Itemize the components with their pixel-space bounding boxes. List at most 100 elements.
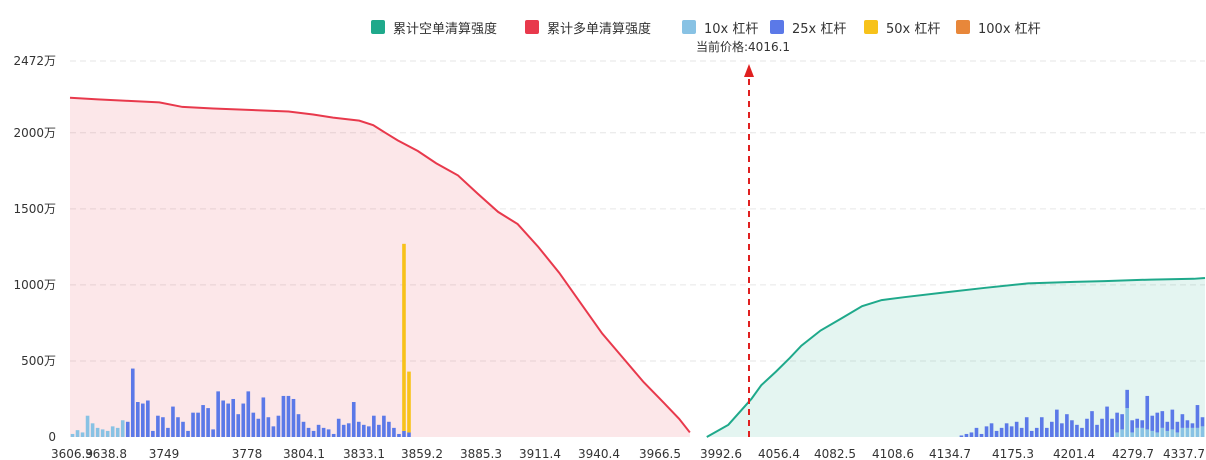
legend-swatch-lev50	[864, 20, 878, 34]
legend-item-short[interactable]: 累计空单清算强度	[371, 17, 497, 37]
bar-lev25	[382, 415, 386, 437]
bar-lev25	[1180, 414, 1185, 428]
legend-item-long[interactable]: 累计多单清算强度	[525, 17, 651, 37]
bar-lev25	[1135, 418, 1140, 428]
bar-lev25	[994, 430, 999, 437]
x-tick-label: 3804.1	[283, 447, 325, 460]
bar-lev25	[377, 424, 381, 437]
legend-item-lev50[interactable]: 50x 杠杆	[864, 17, 940, 37]
bar-lev25	[1110, 418, 1114, 437]
bar-lev25	[321, 427, 326, 437]
x-tick-label: 4337.7	[1163, 447, 1205, 460]
bar-lev25	[397, 433, 401, 437]
bar-lev25	[166, 427, 170, 437]
x-tick-label: 4279.7	[1112, 447, 1154, 460]
legend-item-lev25[interactable]: 25x 杠杆	[770, 17, 846, 37]
bar-lev25	[1019, 427, 1024, 437]
bar-lev25	[266, 417, 271, 437]
x-tick-label: 3966.5	[639, 447, 681, 460]
x-tick-label: 3606.9	[51, 447, 93, 460]
bar-lev25	[271, 426, 276, 437]
bar-lev10	[120, 420, 125, 437]
bar-lev25	[1050, 421, 1054, 437]
bar-lev10	[80, 432, 85, 437]
bar-lev25	[326, 429, 331, 437]
bar-lev25	[1145, 395, 1150, 430]
bar-lev10	[1135, 427, 1140, 437]
current-price-label: 当前价格:4016.1	[696, 40, 791, 54]
bar-lev25	[969, 432, 974, 437]
legend-item-lev100[interactable]: 100x 杠杆	[956, 17, 1041, 37]
bar-lev25	[1160, 411, 1165, 428]
bar-lev25	[1150, 415, 1155, 431]
bar-lev25	[241, 403, 246, 437]
bar-lev25	[1165, 421, 1170, 431]
bar-lev10	[100, 429, 105, 437]
bar-lev25	[151, 430, 155, 437]
cum-long-area	[70, 97, 690, 438]
y-tick-label: 2472万	[13, 54, 56, 68]
bar-lev25	[216, 391, 220, 437]
bar-lev10	[1190, 427, 1195, 437]
bar-lev25	[256, 418, 261, 437]
bar-lev10	[1115, 432, 1119, 437]
bar-lev25	[125, 421, 130, 437]
legend-item-lev10[interactable]: 10x 杠杆	[682, 17, 758, 37]
bar-lev25	[206, 408, 210, 437]
y-tick-label: 0	[48, 430, 56, 444]
bar-lev10	[1160, 427, 1165, 437]
bar-lev25	[979, 433, 984, 437]
bar-lev25	[1004, 423, 1009, 437]
bar-lev25	[281, 395, 286, 437]
bar-lev25	[146, 400, 150, 437]
bar-lev10	[1150, 430, 1155, 437]
x-tick-label: 3992.6	[700, 447, 742, 460]
bar-lev25	[1155, 412, 1160, 433]
bar-lev25	[276, 415, 281, 437]
bar-lev25	[201, 405, 205, 437]
bar-lev25	[231, 398, 236, 437]
legend-label-lev100: 100x 杠杆	[978, 21, 1041, 37]
x-tick-label: 4134.7	[929, 447, 971, 460]
bar-lev25	[1105, 406, 1109, 437]
legend-swatch-lev25	[770, 20, 784, 34]
bar-lev25	[1130, 420, 1134, 433]
bar-lev25	[1120, 414, 1124, 430]
bar-lev25	[1200, 417, 1205, 427]
x-tick-label: 3749	[149, 447, 180, 460]
bar-lev25	[1024, 417, 1029, 437]
bar-lev10	[1185, 427, 1190, 437]
bar-lev25	[361, 424, 366, 437]
legend: 累计空单清算强度 累计多单清算强度 10x 杠杆 25x 杠杆 50x 杠杆 1…	[0, 17, 1206, 37]
bar-lev10	[75, 430, 80, 437]
cum-short-area	[706, 278, 1205, 437]
legend-label-long: 累计多单清算强度	[547, 21, 652, 37]
x-tick-label: 4201.4	[1053, 447, 1095, 460]
bar-lev25	[387, 421, 391, 437]
bar-lev25	[141, 403, 145, 437]
x-tick-label: 3638.8	[85, 447, 127, 460]
bar-lev25	[1075, 424, 1079, 437]
bar-lev25	[341, 424, 346, 437]
bar-lev25	[176, 417, 180, 437]
cum-short-line	[706, 277, 1206, 438]
legend-label-lev50: 50x 杠杆	[886, 21, 941, 37]
bar-lev25	[301, 421, 306, 437]
bar-lev25	[1090, 411, 1094, 437]
bar-lev25	[251, 412, 256, 437]
legend-swatch-long	[525, 20, 539, 34]
bar-lev25	[211, 429, 215, 437]
bar-lev25	[1014, 421, 1019, 437]
bar-lev25	[999, 427, 1004, 437]
bar-lev25	[346, 423, 351, 437]
bar-lev25	[1070, 420, 1074, 437]
bar-lev25	[1140, 420, 1145, 428]
bar-lev25	[1095, 424, 1099, 437]
bar-lev25	[407, 432, 411, 437]
x-tick-label: 3940.4	[578, 447, 620, 460]
bar-lev10	[95, 427, 100, 437]
bar-lev10	[1180, 427, 1185, 437]
bar-lev10	[115, 427, 120, 437]
bar-lev25	[336, 418, 341, 437]
